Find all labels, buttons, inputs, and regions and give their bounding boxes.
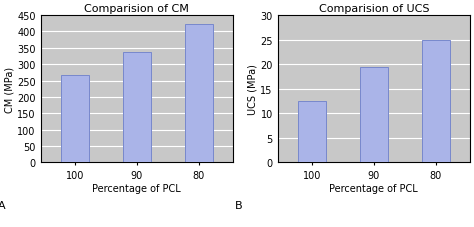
Bar <box>185 25 213 163</box>
X-axis label: Percentage of PCL: Percentage of PCL <box>92 183 181 193</box>
Text: B: B <box>235 200 243 210</box>
Y-axis label: CM (MPa): CM (MPa) <box>4 66 14 112</box>
Bar <box>61 75 89 163</box>
Bar <box>123 52 151 163</box>
Text: A: A <box>0 200 6 210</box>
Bar <box>422 40 450 163</box>
Bar <box>298 101 326 163</box>
Bar <box>360 67 388 163</box>
Y-axis label: UCS (MPa): UCS (MPa) <box>247 64 257 115</box>
Title: Comparision of CM: Comparision of CM <box>84 4 189 14</box>
Title: Comparision of UCS: Comparision of UCS <box>319 4 429 14</box>
X-axis label: Percentage of PCL: Percentage of PCL <box>329 183 418 193</box>
